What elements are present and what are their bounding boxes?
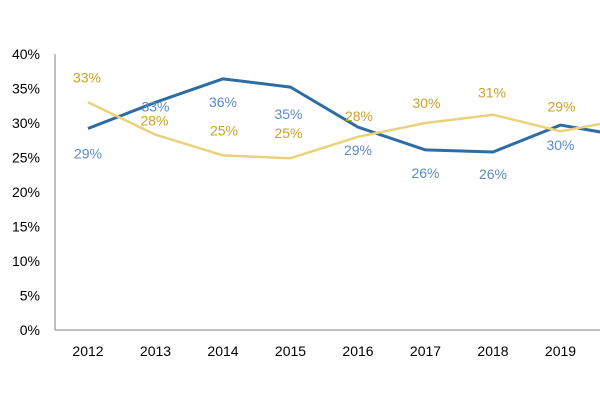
x-tick-label: 2014 [207,343,238,359]
data-label: 30% [546,137,574,153]
data-label: 26% [411,165,439,181]
data-label: 30% [412,95,440,111]
y-tick-label: 30% [12,115,40,131]
data-label: 28% [345,108,373,124]
x-tick-label: 2015 [275,343,306,359]
y-tick-label: 0% [20,322,40,338]
y-axis-ticks: 0% 5% 10% 15% 20% 25% 30% 35% 40% [12,46,40,338]
series-lines [87,77,600,160]
y-tick-label: 40% [12,46,40,62]
series-line [87,101,600,160]
y-tick-label: 15% [12,219,40,235]
data-label: 33% [73,69,101,85]
data-label: 29% [344,142,372,158]
data-label: 33% [141,98,169,114]
x-axis-ticks: 2012 2013 2014 2015 2016 2017 2018 2019 [72,343,576,359]
y-tick-label: 10% [12,253,40,269]
data-labels: 29%33% 36%35%29%26% 26%30%33%28%25% 25%28%3… [73,69,576,182]
data-label: 29% [547,98,575,114]
x-tick-label: 2016 [342,343,373,359]
x-tick-label: 2019 [545,343,576,359]
data-label: 36% [209,94,237,110]
data-label: 25% [210,122,238,138]
y-tick-label: 25% [12,150,40,166]
x-tick-label: 2018 [477,343,508,359]
y-tick-label: 5% [20,288,40,304]
series-line [87,77,600,154]
data-label: 31% [478,85,506,101]
data-label: 28% [140,113,168,129]
data-label: 29% [74,146,102,162]
data-label: 26% [479,166,507,182]
y-tick-label: 35% [12,81,40,97]
x-tick-label: 2017 [410,343,441,359]
x-tick-label: 2012 [72,343,103,359]
y-tick-label: 20% [12,184,40,200]
data-label: 35% [274,106,302,122]
data-label: 25% [274,125,302,141]
x-tick-label: 2013 [140,343,171,359]
